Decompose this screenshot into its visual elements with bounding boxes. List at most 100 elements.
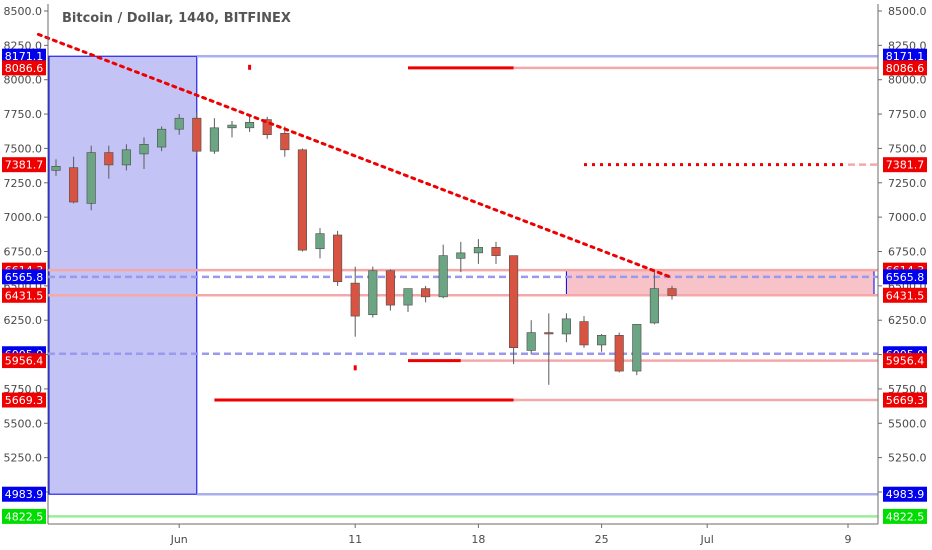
zone-box-1[interactable] bbox=[48, 55, 198, 495]
level-label-right: 6431.5 bbox=[886, 289, 925, 302]
candle-body bbox=[245, 122, 255, 129]
y-tick-label-left: 5250.0 bbox=[4, 452, 43, 465]
level-label-bg-right bbox=[883, 269, 927, 285]
candle-body bbox=[139, 144, 149, 155]
level-label-left: 4822.5 bbox=[5, 510, 44, 523]
y-tick-label-right: 7500.0 bbox=[888, 142, 927, 155]
y-tick-label-right: 7750.0 bbox=[888, 108, 927, 121]
candle-body bbox=[51, 165, 61, 171]
x-tick-label: 25 bbox=[595, 533, 609, 546]
candle-body bbox=[597, 335, 607, 346]
candle-body bbox=[614, 335, 624, 372]
candle-body bbox=[333, 234, 343, 283]
level-label-left: 4983.9 bbox=[5, 488, 44, 501]
candle-body bbox=[227, 124, 237, 129]
trendline[interactable] bbox=[36, 32, 674, 280]
candle-body bbox=[491, 247, 501, 256]
candle-body bbox=[667, 288, 677, 296]
y-tick-label-right: 6750.0 bbox=[888, 246, 927, 259]
level-label-bg-left bbox=[2, 486, 46, 502]
candle-body bbox=[385, 270, 395, 306]
candle-body bbox=[403, 288, 413, 306]
y-tick-label-left: 8500.0 bbox=[4, 5, 43, 18]
level-label-left: 7381.7 bbox=[5, 159, 44, 172]
candle-body bbox=[544, 332, 554, 335]
level-label-bg-left bbox=[2, 508, 46, 524]
candle-body bbox=[69, 167, 79, 203]
level-label-bg-right bbox=[883, 48, 927, 64]
level-label-bg-left bbox=[2, 48, 46, 64]
level-label-bg-right bbox=[883, 486, 927, 502]
y-tick-label-left: 7250.0 bbox=[4, 177, 43, 190]
level-lines[interactable] bbox=[48, 54, 878, 518]
level-label-bg-right bbox=[883, 353, 927, 369]
y-tick-label-right: 8500.0 bbox=[888, 5, 927, 18]
dotted-trendline[interactable] bbox=[36, 32, 674, 280]
level-label-left: 8171.1 bbox=[5, 50, 44, 63]
zone-box-2[interactable] bbox=[565, 269, 875, 296]
level-label-right: 5669.3 bbox=[886, 394, 925, 407]
x-tick-label: 9 bbox=[845, 533, 852, 546]
y-tick-label-left: 7000.0 bbox=[4, 211, 43, 224]
level-tick-marker bbox=[248, 64, 252, 70]
candle-body bbox=[421, 288, 431, 298]
candle-body bbox=[280, 133, 290, 151]
level-label-right: 7381.7 bbox=[886, 159, 925, 172]
level-label-bg-right bbox=[883, 60, 927, 76]
x-tick-label: Jul bbox=[700, 533, 714, 546]
level-markers bbox=[214, 64, 848, 402]
level-label-left: 6431.5 bbox=[5, 289, 44, 302]
candle-body bbox=[174, 117, 184, 130]
candle-body bbox=[649, 288, 659, 324]
candle-body bbox=[579, 321, 589, 346]
candles bbox=[51, 112, 677, 385]
level-label-bg-left bbox=[2, 269, 46, 285]
level-label-bg-left bbox=[2, 287, 46, 303]
candle-body bbox=[561, 318, 571, 335]
candle-body bbox=[456, 252, 466, 259]
level-label-bg-left bbox=[2, 392, 46, 408]
y-tick-label-right: 6250.0 bbox=[888, 314, 927, 327]
candle-body bbox=[297, 149, 307, 251]
candle-body bbox=[121, 149, 131, 166]
chart-title: Bitcoin / Dollar, 1440, BITFINEX bbox=[62, 11, 291, 26]
candle-body bbox=[315, 233, 325, 250]
level-label-bg-left bbox=[2, 157, 46, 173]
level-label-right: 8086.6 bbox=[886, 62, 925, 75]
candle-body bbox=[473, 247, 483, 254]
candle-body bbox=[350, 282, 360, 317]
level-label-right: 6565.8 bbox=[886, 271, 925, 284]
level-labels: 8171.18171.18086.68086.67381.77381.76614… bbox=[2, 48, 927, 524]
y-tick-label-right: 7250.0 bbox=[888, 177, 927, 190]
level-label-bg-left bbox=[2, 60, 46, 76]
candle-body bbox=[192, 117, 202, 152]
level-label-left: 6565.8 bbox=[5, 271, 44, 284]
candle-body bbox=[86, 152, 96, 204]
y-tick-label-right: 7000.0 bbox=[888, 211, 927, 224]
level-tick-marker bbox=[353, 365, 357, 371]
candle-body bbox=[438, 255, 448, 298]
level-label-left: 5669.3 bbox=[5, 394, 44, 407]
y-tick-label-left: 8000.0 bbox=[4, 74, 43, 87]
candle-body bbox=[526, 332, 536, 351]
level-label-bg-right bbox=[883, 157, 927, 173]
candle-body bbox=[157, 128, 167, 148]
x-tick-label: 18 bbox=[471, 533, 485, 546]
y-tick-label-left: 6250.0 bbox=[4, 314, 43, 327]
candle-body bbox=[509, 255, 519, 349]
y-tick-label-left: 7500.0 bbox=[4, 142, 43, 155]
level-label-right: 4822.5 bbox=[886, 510, 925, 523]
candle-body bbox=[209, 127, 219, 152]
level-label-right: 8171.1 bbox=[886, 50, 925, 63]
level-label-bg-right bbox=[883, 392, 927, 408]
y-tick-label-left: 7750.0 bbox=[4, 108, 43, 121]
level-label-bg-right bbox=[883, 287, 927, 303]
y-tick-label-left: 5500.0 bbox=[4, 417, 43, 430]
candle-body bbox=[104, 152, 114, 166]
y-tick-label-right: 5500.0 bbox=[888, 417, 927, 430]
level-label-bg-right bbox=[883, 508, 927, 524]
level-label-right: 5956.4 bbox=[886, 355, 925, 368]
x-tick-label: 11 bbox=[348, 533, 362, 546]
zone-boxes[interactable] bbox=[48, 55, 875, 495]
